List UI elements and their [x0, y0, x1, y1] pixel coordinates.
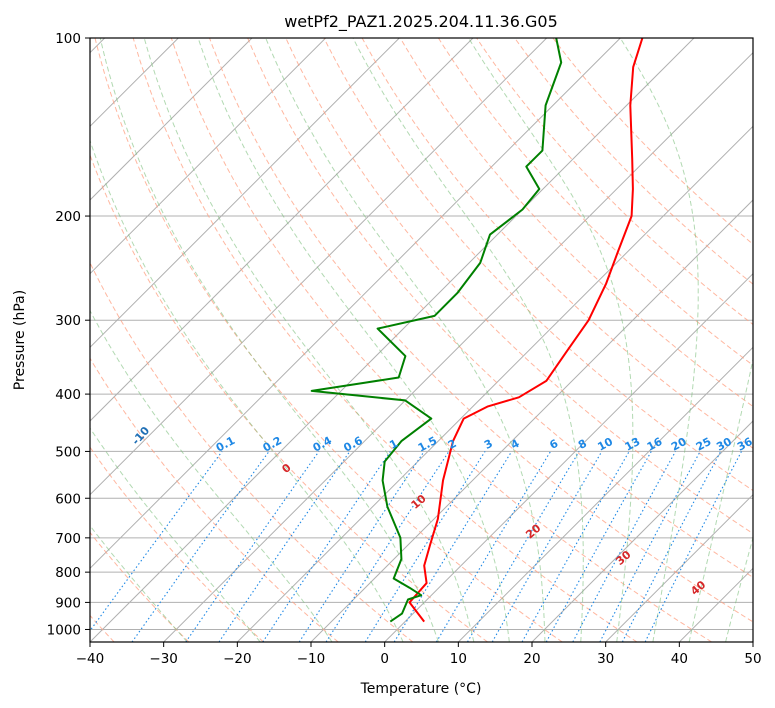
skewed-isotherms [90, 38, 753, 642]
isotherm [90, 38, 400, 349]
moist-adiabat [265, 38, 546, 642]
moist-adiabat [90, 427, 261, 642]
y-tick-label: 500 [55, 444, 81, 460]
dry-adiabat [90, 261, 414, 642]
mixing-ratio-line [90, 451, 223, 632]
profile-series [310, 38, 644, 623]
dry-adiabat [437, 38, 753, 366]
mixing-ratio-lines [90, 451, 742, 642]
x-tick-label: 0 [380, 651, 389, 667]
mixing-ratio-line [644, 451, 742, 642]
dry-adiabat [90, 531, 190, 642]
isotherm [384, 272, 753, 642]
isotherm [605, 493, 753, 642]
x-tick-label: 40 [671, 651, 688, 667]
mixing-ratio-line [393, 451, 513, 642]
plot-area: 0.10.20.40.611.52346810131620253036-100-… [90, 38, 755, 642]
mixing-ratio-line [572, 451, 676, 642]
dry-adiabat [285, 38, 753, 535]
dry-adiabat [94, 38, 563, 642]
y-tick-label: 600 [55, 491, 81, 507]
moist-adiabat [99, 38, 439, 642]
dry-adiabat [361, 38, 753, 449]
x-axis-title: Temperature (°C) [360, 681, 482, 697]
mixing-ratio-label: 36 [735, 435, 755, 454]
mixing-ratio-line [262, 451, 391, 642]
mixing-ratio-label: 16 [645, 435, 665, 454]
chart-title: wetPf2_PAZ1.2025.204.11.36.G05 [284, 12, 558, 32]
mixing-ratio-line [325, 451, 450, 642]
mixing-ratio-label: 20 [669, 435, 689, 454]
x-tick-label: −40 [76, 651, 105, 667]
isotherm [457, 346, 753, 642]
dry-adiabat [90, 357, 339, 642]
y-axis-ticks: 100 200 300 400 500 600 700 800 900 1000 [47, 31, 90, 638]
isotherm [90, 38, 474, 422]
y-tick-label: 200 [55, 209, 81, 225]
x-axis-ticks: −40 −30 −20 −10 0 10 20 30 40 50 [76, 642, 762, 667]
mixing-ratio-line [621, 451, 722, 642]
y-tick-label: 700 [55, 531, 81, 547]
mixing-ratio-line [545, 451, 652, 642]
y-tick-label: 1000 [47, 622, 81, 638]
isotherm [90, 38, 621, 570]
dry-adiabat [209, 38, 753, 623]
x-tick-label: −20 [223, 651, 252, 667]
y-tick-label: 400 [55, 387, 81, 403]
moist-adiabat [90, 139, 404, 642]
moist-adiabat [352, 38, 584, 642]
isotherm [236, 125, 753, 642]
dry-adiabat [552, 38, 753, 245]
dry-adiabat [90, 153, 488, 642]
y-tick-label: 300 [55, 313, 81, 329]
isotherm [163, 51, 753, 642]
mixing-ratio-line [521, 451, 630, 642]
x-tick-label: 50 [744, 651, 761, 667]
dry-adiabat [399, 38, 753, 408]
moist-adiabat [197, 38, 510, 642]
mixing-ratio-line [298, 451, 425, 642]
isotherm [90, 38, 253, 201]
isotherm [531, 420, 753, 642]
y-tick-label: 900 [55, 595, 81, 611]
dewpoint-line [310, 38, 563, 623]
temperature-line [408, 38, 644, 623]
x-tick-label: −10 [297, 651, 326, 667]
dry-adiabat [323, 38, 753, 492]
pressure-gridlines [90, 38, 753, 630]
mixing-ratio-line [131, 451, 270, 642]
x-tick-label: −30 [149, 651, 178, 667]
moist-adiabat [725, 535, 753, 642]
mixing-ratio-label: 13 [623, 435, 643, 454]
moist-adiabat [619, 38, 699, 642]
x-tick-label: 30 [597, 651, 614, 667]
moist-adiabat [688, 356, 753, 642]
isotherm [90, 38, 327, 275]
dry-adiabats [90, 38, 753, 642]
dry-adiabat [476, 38, 753, 326]
plot-frame [89, 37, 754, 643]
x-tick-label: 20 [523, 651, 540, 667]
moist-adiabat [90, 309, 333, 642]
y-tick-label: 800 [55, 565, 81, 581]
moist-adiabat [143, 38, 475, 642]
dry-adiabat [247, 38, 753, 578]
y-axis-title: Pressure (hPa) [12, 290, 28, 390]
mixing-ratio-label: 30 [714, 435, 734, 454]
mixing-ratio-label: 10 [595, 435, 615, 454]
isotherm [90, 38, 548, 496]
mixing-ratio-label: 25 [694, 435, 714, 454]
mixing-ratio-line [185, 451, 320, 642]
isotherm [90, 38, 695, 642]
y-tick-label: 100 [55, 31, 81, 47]
dry-adiabat [132, 38, 638, 642]
mixing-ratio-line [218, 451, 351, 642]
x-tick-label: 10 [450, 651, 467, 667]
dry-adiabat [170, 38, 712, 642]
